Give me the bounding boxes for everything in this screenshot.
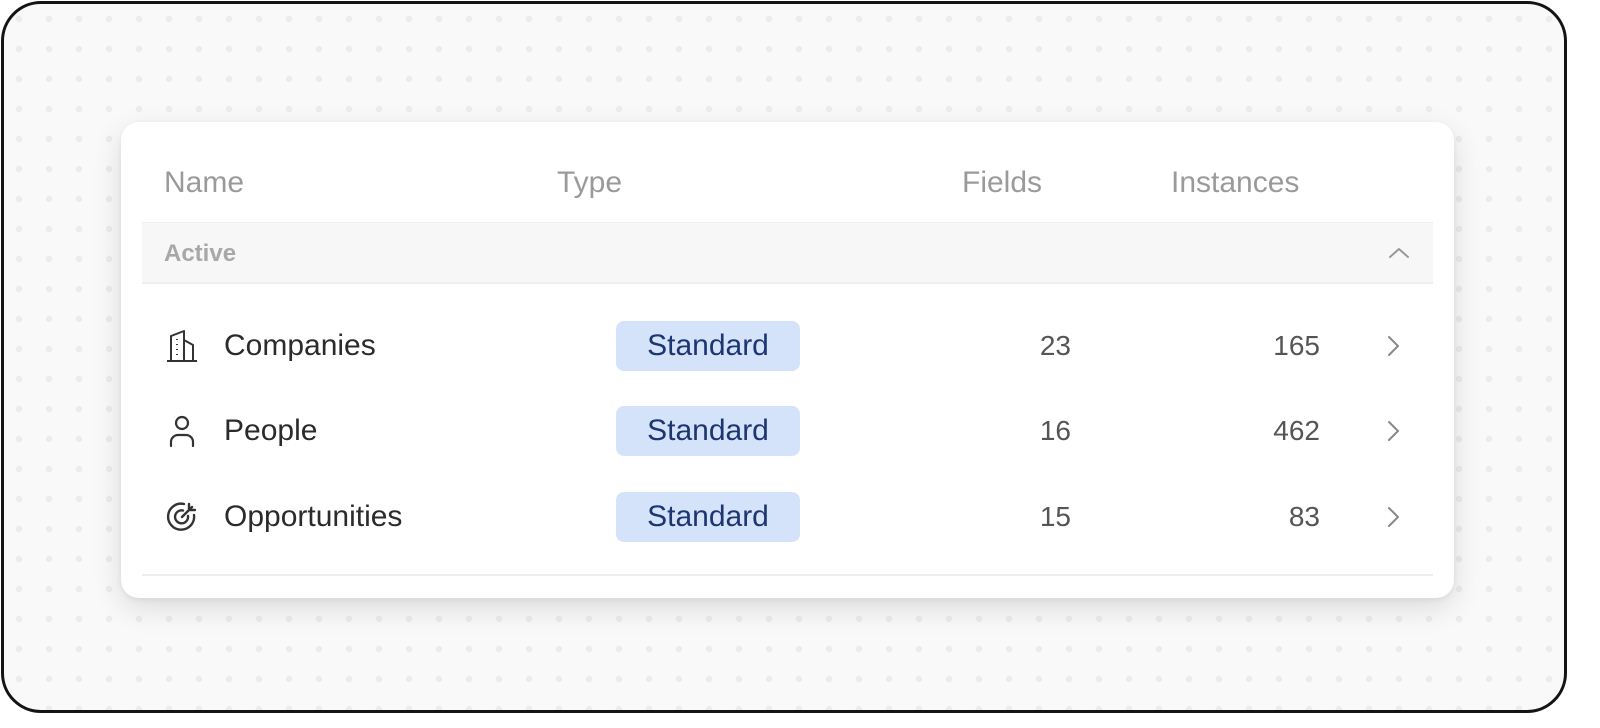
chevron-right-icon[interactable] <box>1381 334 1405 358</box>
objects-table: Name Type Fields Instances Active Compan… <box>121 122 1454 598</box>
row-name: People <box>224 414 318 447</box>
table-row[interactable]: Opportunities Standard 15 83 <box>142 474 1433 560</box>
type-badge: Standard <box>616 321 800 371</box>
column-header-name[interactable]: Name <box>164 166 245 199</box>
row-name: Companies <box>224 329 376 362</box>
column-header-type[interactable]: Type <box>557 166 623 199</box>
instances-count: 83 <box>1288 501 1320 532</box>
chevron-up-icon[interactable] <box>1387 241 1411 265</box>
type-badge: Standard <box>616 492 800 542</box>
type-badge: Standard <box>616 406 800 456</box>
column-header-fields[interactable]: Fields <box>962 166 1043 199</box>
row-name: Opportunities <box>224 500 403 533</box>
fields-count: 15 <box>1039 501 1071 532</box>
chevron-right-icon[interactable] <box>1381 505 1405 529</box>
user-icon <box>169 415 195 448</box>
table-header: Name Type Fields Instances <box>142 122 1433 224</box>
chevron-right-icon[interactable] <box>1381 419 1405 443</box>
table-row[interactable]: Companies Standard 23 165 <box>142 303 1433 389</box>
building-icon <box>167 330 197 362</box>
table-bottom-divider <box>142 574 1433 576</box>
table-row[interactable]: People Standard 16 462 <box>142 388 1433 474</box>
instances-count: 462 <box>1273 415 1320 446</box>
column-header-instances[interactable]: Instances <box>1171 166 1300 199</box>
group-active[interactable]: Active <box>142 223 1433 284</box>
fields-count: 23 <box>1039 330 1071 361</box>
fields-count: 16 <box>1039 415 1071 446</box>
target-arrow-icon <box>166 502 197 531</box>
group-label: Active <box>164 240 237 267</box>
window-frame: Name Type Fields Instances Active Compan… <box>1 1 1567 713</box>
instances-count: 165 <box>1273 330 1320 361</box>
